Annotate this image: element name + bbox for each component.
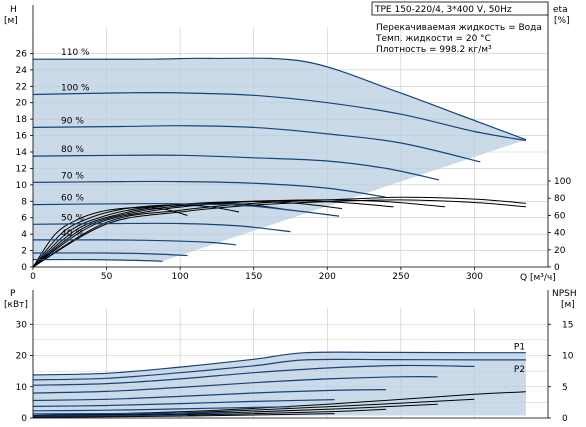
eta-tick-label: 80 — [554, 194, 566, 204]
speed-label: 110 % — [61, 48, 90, 58]
chart-title: TPE 150-220/4, 3*400 V, 50Hz — [374, 5, 512, 15]
eta-curve — [32, 196, 526, 268]
head-tick-label: 18 — [16, 115, 28, 125]
eta-tick-label: 20 — [554, 246, 566, 256]
head-curves: 110 % 100 % 90 % 80 % 70 % 60 % 50 % 40 % — [32, 48, 527, 262]
info-line-density: Плотность = 998.2 кг/м³ — [376, 45, 492, 55]
eta-axis-unit: [%] — [554, 16, 570, 26]
power-tick-label: 0 — [21, 414, 27, 424]
title-box — [371, 1, 549, 16]
head-tick-label: 6 — [21, 214, 27, 224]
flow-tick-label: 150 — [245, 272, 262, 282]
head-tick-label: 8 — [21, 197, 27, 207]
info-line-temp: Темп. жидкости = 20 °C — [375, 34, 491, 44]
power-axis-unit: [кВт] — [4, 300, 28, 310]
npsh-tick-label: 10 — [562, 352, 574, 362]
flow-axis-label: Q [м³/ч] — [520, 273, 556, 283]
eta-tick-label: 100 — [554, 177, 571, 187]
info-line-fluid: Перекачиваемая жидкость = Вода — [376, 23, 542, 33]
npsh-tick-label: 5 — [562, 383, 568, 393]
power-curve — [32, 406, 291, 412]
power-axis-label: P — [10, 289, 16, 299]
power-curve — [32, 358, 526, 381]
power-curve — [32, 399, 335, 407]
head-tick-label: 24 — [16, 66, 28, 76]
head-curve — [32, 239, 237, 246]
power-tick-label: 30 — [16, 320, 28, 330]
head-axis-label: H — [10, 5, 17, 15]
npsh-curve — [32, 398, 475, 417]
npsh-axis-unit: [м] — [561, 300, 575, 310]
eta-tick-label: 60 — [554, 211, 566, 221]
speed-label: 70 % — [61, 171, 84, 181]
speed-label: 100 % — [61, 84, 90, 94]
head-tick-label: 10 — [16, 181, 28, 191]
npsh-axis-label: NPSH — [552, 289, 577, 299]
power-label: P1 — [514, 343, 525, 353]
power-curve — [32, 376, 438, 394]
head-tick-label: 0 — [21, 263, 27, 273]
speed-label: 80 % — [61, 145, 84, 155]
head-curve — [32, 258, 163, 262]
eta-tick-label: 0 — [554, 263, 560, 273]
flow-tick-label: 200 — [319, 272, 336, 282]
flow-tick-label: 250 — [392, 272, 409, 282]
head-curve — [32, 154, 440, 181]
bottom-axes: 0 10 20 30 0 5 10 15 — [16, 290, 574, 424]
flow-tick-label: 300 — [466, 272, 483, 282]
speed-label: 60 % — [61, 194, 84, 204]
speed-label: 90 % — [61, 116, 84, 126]
speed-label: 40 % — [61, 229, 84, 239]
power-label: P2 — [514, 365, 525, 375]
power-curve — [32, 364, 475, 386]
power-curve — [32, 389, 387, 402]
speed-label: 50 % — [61, 213, 84, 223]
head-tick-label: 14 — [16, 148, 28, 158]
head-tick-label: 26 — [16, 49, 28, 59]
power-tick-label: 10 — [16, 383, 28, 393]
head-curve — [32, 57, 527, 141]
eta-axis-label: eta — [553, 5, 568, 15]
head-curve — [32, 180, 387, 198]
head-curve — [32, 202, 340, 217]
head-tick-label: 12 — [16, 164, 27, 174]
power-curve — [32, 411, 237, 415]
eta-curve — [32, 207, 188, 268]
power-curve — [32, 414, 188, 417]
npsh-tick-label: 15 — [562, 320, 573, 330]
power-region — [33, 352, 526, 417]
head-curve — [32, 252, 188, 257]
power-tick-label: 20 — [16, 352, 28, 362]
head-curve — [32, 92, 527, 142]
eta-curve — [32, 199, 446, 268]
npsh-tick-label: 0 — [562, 414, 568, 424]
head-tick-label: 2 — [21, 247, 27, 257]
head-curve — [32, 125, 481, 163]
eta-tick-label: 40 — [554, 229, 566, 239]
flow-tick-label: 100 — [172, 272, 189, 282]
power-curves: P1 P2 — [32, 343, 526, 417]
flow-tick-label: 50 — [101, 272, 113, 282]
head-curve — [32, 222, 291, 233]
power-curve — [32, 351, 526, 376]
head-axis-unit: [м] — [4, 16, 18, 26]
head-tick-label: 22 — [16, 82, 27, 92]
head-tick-label: 20 — [16, 99, 28, 109]
flow-tick-label: 0 — [30, 272, 36, 282]
head-tick-label: 16 — [16, 132, 28, 142]
head-tick-label: 4 — [21, 230, 27, 240]
